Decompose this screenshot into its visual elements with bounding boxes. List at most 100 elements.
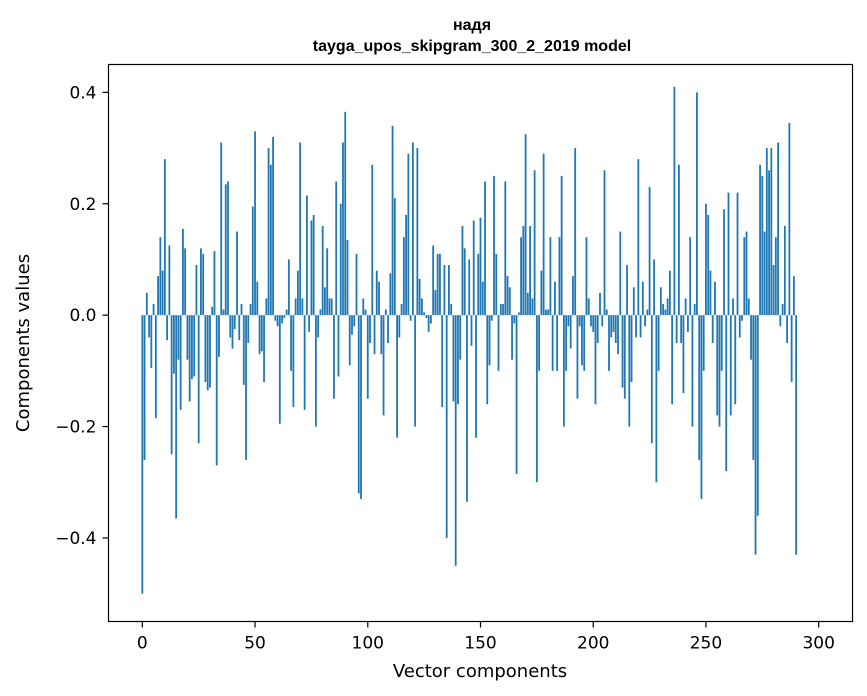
bar-218 bbox=[632, 287, 635, 316]
bar-270 bbox=[750, 315, 752, 360]
bar-12 bbox=[168, 245, 171, 316]
bar-85 bbox=[333, 315, 335, 399]
bar-6 bbox=[154, 315, 157, 419]
bar-229 bbox=[657, 315, 660, 371]
bar-75 bbox=[310, 220, 313, 316]
bar-160 bbox=[502, 304, 504, 316]
bar-67 bbox=[292, 315, 295, 408]
bar-127 bbox=[427, 315, 430, 332]
bar-224 bbox=[646, 309, 649, 316]
bar-258 bbox=[723, 209, 725, 316]
bar-210 bbox=[614, 315, 617, 343]
bar-2 bbox=[145, 292, 148, 316]
bar-158 bbox=[497, 315, 500, 371]
bar-104 bbox=[375, 270, 378, 316]
bar-213 bbox=[621, 315, 624, 388]
bar-216 bbox=[628, 315, 631, 427]
bar-53 bbox=[260, 315, 263, 352]
bar-97 bbox=[360, 315, 362, 499]
bar-114 bbox=[398, 315, 401, 338]
bar-76 bbox=[312, 214, 315, 316]
bar-263 bbox=[734, 315, 737, 405]
bar-61 bbox=[278, 315, 281, 424]
bar-35 bbox=[220, 142, 223, 316]
bar-89 bbox=[342, 142, 344, 316]
bar-23 bbox=[193, 315, 196, 377]
bar-239 bbox=[680, 315, 683, 343]
plot-frame bbox=[107, 63, 854, 623]
bar-113 bbox=[396, 315, 398, 438]
bar-38 bbox=[227, 181, 229, 316]
bar-225 bbox=[648, 187, 651, 316]
bar-51 bbox=[256, 281, 259, 316]
bar-259 bbox=[725, 315, 728, 472]
bar-282 bbox=[777, 142, 779, 316]
bar-200 bbox=[592, 315, 595, 332]
bar-280 bbox=[772, 265, 775, 316]
bar-62 bbox=[281, 315, 283, 324]
bar-195 bbox=[581, 315, 583, 366]
x-tick-label-2: 100 bbox=[352, 634, 384, 654]
bar-208 bbox=[610, 315, 613, 338]
bar-18 bbox=[182, 228, 184, 316]
bar-237 bbox=[675, 315, 678, 343]
bar-87 bbox=[337, 315, 340, 377]
bar-142 bbox=[461, 226, 464, 316]
bar-288 bbox=[790, 315, 793, 382]
bar-124 bbox=[420, 298, 423, 316]
bar-236 bbox=[673, 86, 676, 316]
bar-110 bbox=[389, 273, 392, 316]
x-axis-label: Vector components bbox=[393, 661, 567, 682]
bar-105 bbox=[378, 281, 380, 316]
bar-167 bbox=[517, 312, 520, 316]
y-axis-label: Components values bbox=[13, 254, 34, 432]
bar-125 bbox=[423, 312, 426, 316]
bar-174 bbox=[533, 170, 536, 316]
bar-241 bbox=[684, 298, 687, 316]
bar-235 bbox=[671, 315, 674, 405]
bar-254 bbox=[714, 281, 716, 316]
y-tick-label-0: −0.4 bbox=[55, 529, 96, 549]
bar-252 bbox=[709, 270, 712, 316]
x-tick-label-5: 250 bbox=[690, 634, 722, 654]
bar-161 bbox=[504, 181, 507, 316]
bar-153 bbox=[486, 315, 489, 405]
bar-245 bbox=[693, 304, 696, 316]
chart-title: надя bbox=[453, 17, 491, 34]
bar-186 bbox=[560, 175, 563, 316]
bar-28 bbox=[204, 315, 207, 382]
bar-243 bbox=[689, 237, 692, 316]
bar-250 bbox=[705, 203, 707, 316]
bar-171 bbox=[526, 292, 529, 316]
bar-273 bbox=[756, 315, 759, 516]
bar-221 bbox=[639, 315, 642, 338]
bar-253 bbox=[711, 315, 714, 343]
bar-91 bbox=[346, 239, 349, 316]
bar-10 bbox=[163, 159, 166, 316]
bar-59 bbox=[274, 315, 277, 321]
bar-36 bbox=[222, 309, 225, 316]
bar-45 bbox=[242, 315, 245, 385]
bar-269 bbox=[747, 298, 750, 316]
bar-17 bbox=[179, 315, 182, 410]
bar-266 bbox=[741, 315, 743, 321]
bar-98 bbox=[362, 298, 365, 316]
bar-151 bbox=[481, 281, 484, 316]
bar-79 bbox=[319, 309, 322, 316]
bar-275 bbox=[761, 175, 764, 316]
bar-251 bbox=[707, 214, 710, 316]
bar-205 bbox=[603, 170, 606, 316]
bar-283 bbox=[779, 315, 782, 327]
bar-33 bbox=[215, 315, 218, 466]
bar-52 bbox=[258, 315, 261, 355]
bar-109 bbox=[387, 315, 389, 343]
bar-290 bbox=[795, 315, 798, 555]
bar-175 bbox=[535, 315, 538, 483]
bar-19 bbox=[184, 248, 187, 316]
bar-40 bbox=[231, 315, 234, 349]
bar-264 bbox=[736, 192, 739, 316]
bar-230 bbox=[659, 287, 662, 316]
bar-55 bbox=[265, 298, 268, 316]
bar-94 bbox=[353, 315, 356, 327]
